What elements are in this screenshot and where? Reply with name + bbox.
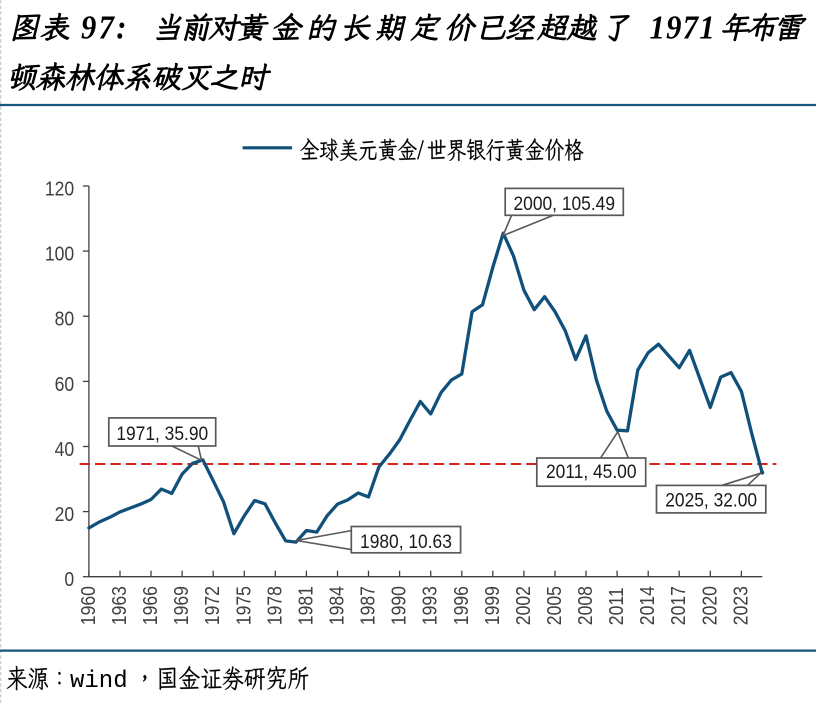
svg-text:100: 100 (45, 242, 74, 264)
svg-text:1996: 1996 (450, 586, 472, 625)
svg-text:1966: 1966 (139, 586, 161, 625)
svg-text:1960: 1960 (77, 586, 99, 625)
svg-text:1971: 1971 (650, 8, 717, 46)
svg-text:1990: 1990 (388, 586, 410, 625)
svg-text:2017: 2017 (667, 586, 689, 625)
svg-text:1980, 10.63: 1980, 10.63 (360, 531, 452, 552)
svg-text:40: 40 (55, 438, 75, 460)
svg-text:2002: 2002 (512, 586, 534, 625)
svg-text:80: 80 (55, 308, 75, 330)
svg-text:1993: 1993 (419, 586, 441, 625)
svg-text:1987: 1987 (356, 586, 378, 625)
svg-text:2000, 105.49: 2000, 105.49 (514, 193, 615, 214)
svg-text:97:: 97: (81, 8, 129, 46)
svg-text:120: 120 (45, 177, 74, 199)
svg-text:2011: 2011 (605, 587, 627, 625)
svg-text:2005: 2005 (543, 586, 565, 625)
svg-text:1972: 1972 (201, 586, 223, 625)
svg-text:1999: 1999 (481, 586, 503, 625)
svg-text:1969: 1969 (170, 586, 192, 625)
svg-text:1963: 1963 (108, 586, 130, 625)
svg-text:1971, 35.90: 1971, 35.90 (116, 423, 208, 444)
svg-text:2011, 45.00: 2011, 45.00 (546, 461, 637, 482)
svg-text:wind: wind (70, 668, 128, 695)
svg-text:2023: 2023 (729, 586, 751, 625)
svg-text:1984: 1984 (325, 586, 347, 625)
svg-text:2020: 2020 (698, 586, 720, 625)
svg-text:1978: 1978 (263, 586, 285, 625)
svg-text:0: 0 (64, 568, 74, 590)
svg-text:2014: 2014 (636, 586, 658, 625)
svg-text:2008: 2008 (574, 586, 596, 625)
svg-text:60: 60 (55, 373, 75, 395)
svg-text:1975: 1975 (232, 586, 254, 625)
svg-text:2025, 32.00: 2025, 32.00 (665, 490, 757, 511)
svg-text:20: 20 (55, 503, 75, 525)
svg-text:1981: 1981 (294, 586, 316, 625)
